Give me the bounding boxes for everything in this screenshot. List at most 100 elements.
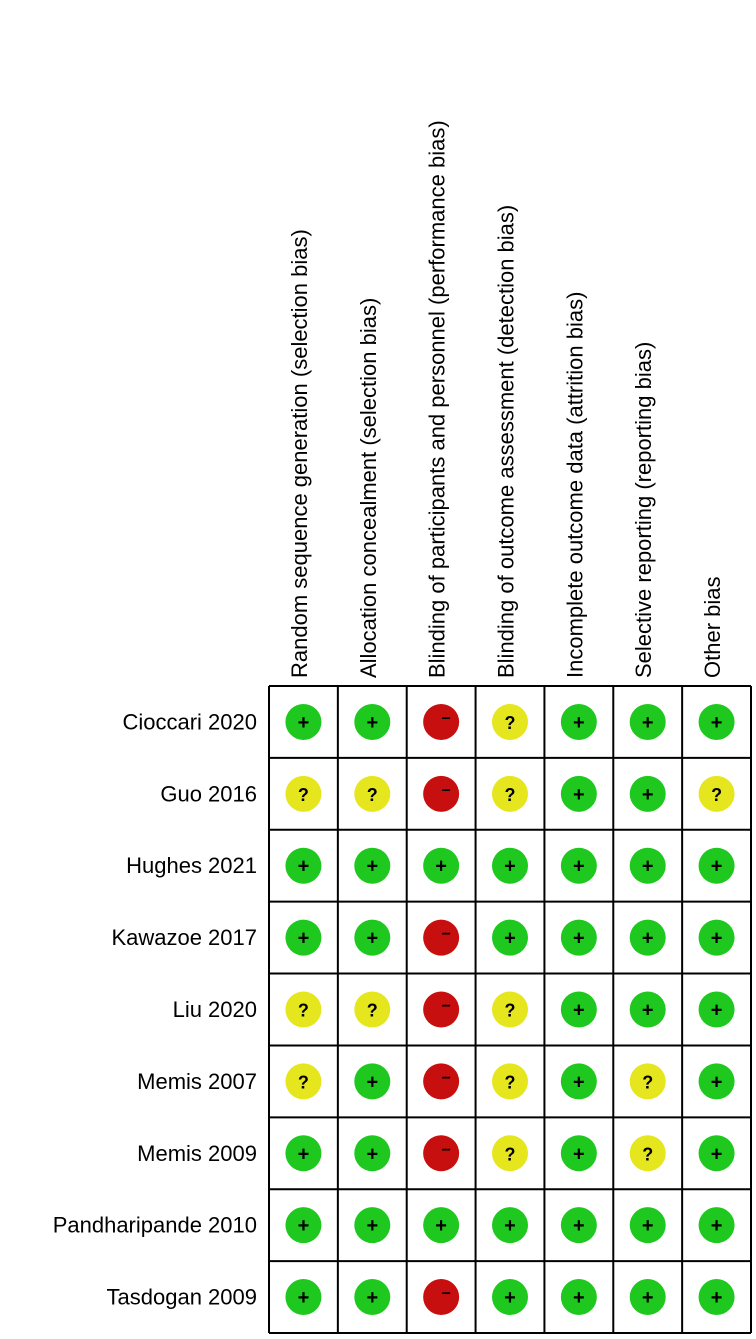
judgement-low-cell: + [698,919,735,956]
low-risk-symbol: + [504,1287,516,1309]
judgement-high-cell: − [423,1063,460,1100]
judgement-unclear-cell: ? [492,703,528,740]
judgement-low-cell: + [698,1135,735,1172]
unclear-risk-circle [492,775,528,812]
low-risk-circle [698,1207,735,1244]
domain-label: Random sequence generation (selection bi… [287,229,312,678]
unclear-risk-circle [629,1135,666,1172]
low-risk-circle [560,775,597,812]
low-risk-circle [492,1207,528,1244]
judgement-low-cell: + [629,919,666,956]
low-risk-symbol: + [504,1215,516,1237]
grid-lines [268,685,752,1334]
study-label: Memis 2009 [137,1141,257,1166]
judgement-unclear-cell: ? [492,991,528,1028]
low-risk-circle [629,1207,666,1244]
judgement-low-cell: + [560,775,597,812]
study-label: Pandharipande 2010 [53,1213,257,1238]
low-risk-circle [354,1063,391,1100]
unclear-risk-circle [492,1135,528,1172]
domain-label: Selective reporting (reporting bias) [631,342,656,678]
judgement-low-cell: + [285,1207,322,1244]
low-risk-symbol: + [366,1143,378,1165]
low-risk-circle [285,919,322,956]
judgement-high-cell: − [423,775,460,812]
low-risk-symbol: + [642,856,654,878]
judgement-low-cell: + [629,775,666,812]
unclear-risk-symbol: ? [642,1072,653,1092]
study-label: Cioccari 2020 [122,709,257,734]
low-risk-circle [698,1279,735,1316]
judgement-low-cell: + [629,703,666,740]
high-risk-symbol: − [441,998,450,1015]
low-risk-circle [629,703,666,740]
low-risk-circle [560,1207,597,1244]
judgement-low-cell: + [698,1207,735,1244]
low-risk-circle [560,703,597,740]
judgement-low-cell: + [285,1279,322,1316]
judgement-unclear-cell: ? [492,1135,528,1172]
study-label: Guo 2016 [160,781,257,806]
unclear-risk-symbol: ? [505,1144,516,1164]
low-risk-circle [698,1135,735,1172]
judgement-unclear-cell: ? [354,991,391,1028]
low-risk-symbol: + [711,712,723,734]
unclear-risk-symbol: ? [505,1072,516,1092]
low-risk-symbol: + [366,1071,378,1093]
low-risk-symbol: + [298,928,310,950]
low-risk-circle [285,1207,322,1244]
judgement-low-cell: + [560,1279,597,1316]
judgement-high-cell: − [423,703,460,740]
judgement-low-cell: + [560,703,597,740]
judgement-low-cell: + [423,1207,460,1244]
high-risk-circle [423,1063,460,1100]
low-risk-symbol: + [711,1071,723,1093]
high-risk-circle [423,775,460,812]
unclear-risk-circle [354,775,391,812]
low-risk-symbol: + [298,1143,310,1165]
judgement-low-cell: + [629,1207,666,1244]
low-risk-symbol: + [711,1215,723,1237]
low-risk-symbol: + [298,1287,310,1309]
low-risk-circle [698,847,735,884]
judgement-unclear-cell: ? [629,1063,666,1100]
judgement-high-cell: − [423,919,460,956]
judgement-high-cell: − [423,1135,460,1172]
low-risk-circle [285,703,322,740]
judgement-cells: + + −? + + +?? −? + + ? + + + + + + + + + − + + + +?? −? + + +? + −? +… [285,703,735,1316]
unclear-risk-circle [285,775,322,812]
low-risk-symbol: + [366,1287,378,1309]
low-risk-symbol: + [573,1143,585,1165]
study-label: Kawazoe 2017 [111,925,257,950]
low-risk-circle [629,775,666,812]
low-risk-circle [629,991,666,1028]
low-risk-circle [698,991,735,1028]
low-risk-circle [492,1279,528,1316]
low-risk-symbol: + [573,1287,585,1309]
low-risk-circle [560,847,597,884]
judgement-unclear-cell: ? [492,1063,528,1100]
unclear-risk-symbol: ? [298,785,309,805]
low-risk-circle [492,919,528,956]
judgement-low-cell: + [698,1279,735,1316]
low-risk-circle [354,703,391,740]
low-risk-symbol: + [711,1000,723,1022]
low-risk-symbol: + [711,1143,723,1165]
low-risk-circle [285,847,322,884]
study-label: Memis 2007 [137,1069,257,1094]
domain-label: Other bias [700,577,725,679]
low-risk-symbol: + [711,1287,723,1309]
high-risk-symbol: − [441,926,450,943]
unclear-risk-circle [285,1063,322,1100]
judgement-unclear-cell: ? [698,775,735,812]
judgement-low-cell: + [629,1279,666,1316]
low-risk-symbol: + [711,856,723,878]
high-risk-symbol: − [441,710,450,727]
low-risk-symbol: + [642,1287,654,1309]
judgement-unclear-cell: ? [492,775,528,812]
low-risk-symbol: + [573,1215,585,1237]
low-risk-symbol: + [298,712,310,734]
low-risk-circle [285,1279,322,1316]
